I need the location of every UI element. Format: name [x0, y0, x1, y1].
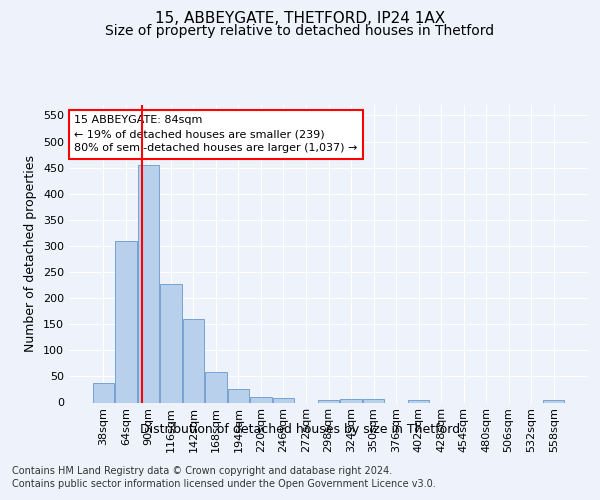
Y-axis label: Number of detached properties: Number of detached properties [25, 155, 37, 352]
Bar [205, 372, 227, 402]
Bar [160, 284, 182, 403]
Bar [228, 390, 249, 402]
Bar [363, 400, 384, 402]
Bar [115, 240, 137, 402]
Text: Size of property relative to detached houses in Thetford: Size of property relative to detached ho… [106, 24, 494, 38]
Bar [318, 400, 339, 402]
Bar [250, 397, 272, 402]
Bar [92, 382, 114, 402]
Text: Contains HM Land Registry data © Crown copyright and database right 2024.: Contains HM Land Registry data © Crown c… [12, 466, 392, 476]
Bar [543, 400, 565, 402]
Text: 15 ABBEYGATE: 84sqm
← 19% of detached houses are smaller (239)
80% of semi-detac: 15 ABBEYGATE: 84sqm ← 19% of detached ho… [74, 116, 358, 154]
Bar [273, 398, 294, 402]
Bar [340, 400, 362, 402]
Text: 15, ABBEYGATE, THETFORD, IP24 1AX: 15, ABBEYGATE, THETFORD, IP24 1AX [155, 11, 445, 26]
Text: Contains public sector information licensed under the Open Government Licence v3: Contains public sector information licen… [12, 479, 436, 489]
Bar [408, 400, 429, 402]
Bar [137, 164, 159, 402]
Bar [182, 319, 204, 402]
Text: Distribution of detached houses by size in Thetford: Distribution of detached houses by size … [140, 422, 460, 436]
